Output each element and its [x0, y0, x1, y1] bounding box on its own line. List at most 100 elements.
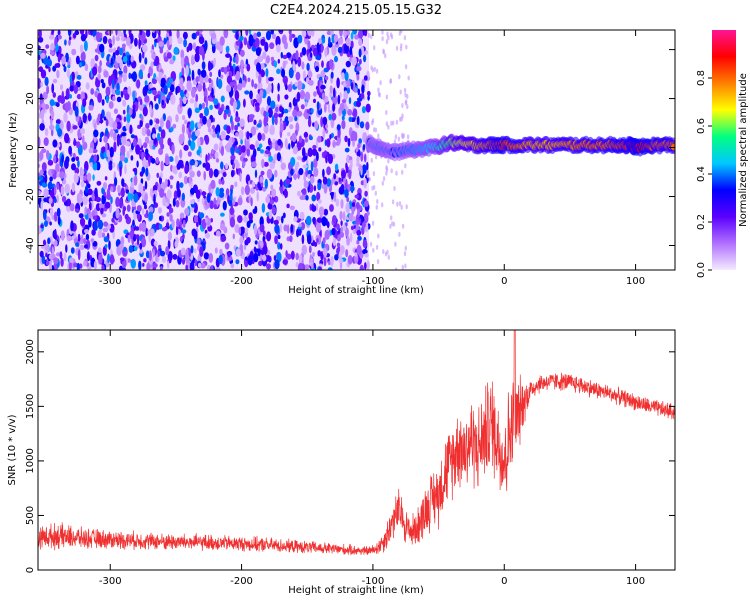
colorbar-tick-label: 0.4	[696, 166, 707, 182]
noise-blob	[121, 43, 126, 48]
noise-blob	[121, 135, 127, 146]
noise-blob	[259, 89, 264, 98]
noise-blob	[343, 90, 349, 100]
noise-blob	[374, 127, 378, 133]
noise-blob	[134, 226, 140, 231]
noise-blob	[316, 238, 319, 243]
noise-blob	[307, 169, 313, 176]
noise-blob	[250, 99, 254, 106]
noise-blob	[164, 178, 168, 187]
noise-blob	[390, 215, 393, 221]
noise-blob	[205, 162, 211, 172]
noise-blob	[351, 56, 357, 66]
spectrogram-marks	[38, 30, 675, 270]
noise-blob	[139, 30, 143, 36]
noise-blob	[182, 31, 188, 40]
figure-title: C2E4.2024.215.05.15.G32	[270, 3, 442, 18]
noise-blob	[114, 129, 119, 134]
noise-blob	[169, 214, 173, 222]
noise-blob	[152, 184, 158, 192]
noise-blob	[231, 120, 234, 131]
noise-blob	[127, 192, 131, 202]
noise-blob	[75, 55, 80, 65]
noise-blob	[394, 241, 397, 247]
noise-blob	[320, 116, 324, 128]
noise-blob	[43, 137, 49, 147]
noise-blob	[143, 142, 148, 149]
noise-blob	[50, 110, 55, 120]
noise-blob	[358, 48, 362, 58]
noise-blob	[99, 137, 102, 143]
noise-blob	[118, 197, 123, 209]
noise-blob	[49, 124, 55, 131]
noise-blob	[296, 156, 302, 161]
noise-blob	[382, 249, 385, 255]
noise-blob	[273, 112, 279, 119]
noise-blob	[139, 120, 143, 128]
noise-blob	[179, 182, 184, 189]
noise-blob	[205, 96, 208, 108]
noise-blob	[366, 210, 370, 216]
noise-blob	[237, 122, 240, 127]
noise-blob	[266, 96, 272, 106]
noise-blob	[376, 259, 380, 265]
noise-blob	[310, 258, 314, 263]
noise-blob	[126, 112, 131, 124]
noise-blob	[313, 98, 316, 103]
noise-blob	[38, 190, 41, 196]
noise-blob	[179, 236, 183, 243]
noise-blob	[152, 248, 155, 258]
noise-blob	[386, 31, 389, 37]
noise-blob	[123, 30, 126, 34]
noise-blob	[281, 34, 287, 45]
noise-blob	[293, 216, 298, 222]
noise-blob	[367, 90, 371, 97]
noise-blob	[401, 103, 404, 108]
noise-blob	[213, 57, 217, 66]
noise-blob	[271, 115, 275, 126]
noise-blob	[348, 169, 352, 180]
noise-blob	[304, 91, 311, 102]
noise-blob	[115, 89, 121, 96]
noise-blob	[340, 220, 343, 227]
noise-blob	[256, 146, 261, 152]
noise-blob	[213, 143, 219, 151]
noise-blob	[323, 184, 328, 194]
noise-blob	[246, 148, 251, 157]
noise-blob	[273, 60, 278, 68]
noise-blob	[61, 195, 67, 203]
noise-blob	[370, 65, 373, 71]
noise-blob	[135, 234, 140, 240]
noise-blob	[240, 139, 243, 145]
noise-blob	[243, 209, 248, 216]
noise-blob	[405, 44, 408, 50]
noise-blob	[286, 253, 292, 260]
noise-blob	[187, 151, 192, 157]
noise-blob	[289, 32, 293, 43]
noise-blob	[82, 98, 87, 108]
noise-blob	[311, 205, 317, 212]
noise-blob	[40, 109, 45, 120]
noise-blob	[119, 154, 125, 162]
noise-blob	[205, 154, 208, 164]
noise-blob	[97, 219, 104, 230]
noise-blob	[332, 95, 338, 106]
noise-blob	[248, 212, 253, 221]
noise-blob	[167, 231, 172, 241]
noise-blob	[61, 55, 66, 65]
noise-blob	[96, 180, 102, 186]
noise-blob	[181, 257, 186, 265]
noise-blob	[209, 104, 214, 110]
noise-blob	[295, 71, 301, 81]
noise-blob	[190, 199, 195, 205]
noise-blob	[120, 145, 126, 155]
noise-blob	[226, 125, 231, 134]
noise-blob	[132, 90, 135, 102]
noise-blob	[269, 200, 275, 205]
noise-blob	[132, 233, 137, 242]
noise-blob	[406, 104, 409, 110]
noise-blob	[76, 262, 80, 270]
noise-blob	[259, 176, 264, 183]
noise-blob	[352, 30, 358, 35]
noise-blob	[64, 183, 70, 194]
